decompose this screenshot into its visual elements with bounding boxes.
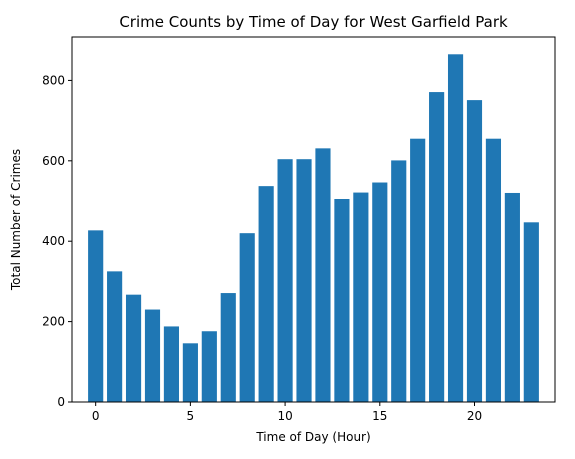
bar-hour-10 — [277, 159, 293, 402]
x-ticks-group: 0 5 10 15 20 — [92, 402, 482, 423]
bar-hour-9 — [258, 186, 274, 402]
bar-hour-22 — [504, 192, 520, 402]
bar-hour-0 — [88, 230, 104, 402]
bar-hour-4 — [163, 326, 180, 402]
y-tick-label: 400 — [42, 234, 65, 248]
y-tick-label: 600 — [42, 154, 65, 168]
y-tick-label: 0 — [57, 395, 65, 409]
y-ticks-group: 0 200 400 600 800 — [42, 73, 72, 409]
bar-hour-3 — [144, 309, 161, 402]
chart-title: Crime Counts by Time of Day for West Gar… — [119, 13, 508, 31]
bar-hour-23 — [523, 222, 539, 402]
bars-group — [88, 54, 539, 403]
bar-hour-13 — [334, 199, 350, 402]
bar-hour-16 — [391, 160, 407, 402]
bar-hour-19 — [447, 54, 464, 402]
bar-hour-1 — [107, 271, 123, 402]
bar-hour-7 — [220, 293, 236, 402]
bar-hour-5 — [182, 343, 198, 402]
y-axis-label: Total Number of Crimes — [9, 149, 23, 291]
bar-hour-11 — [296, 159, 312, 402]
bar-hour-8 — [239, 233, 255, 402]
bar-hour-14 — [353, 192, 369, 402]
bar-hour-12 — [315, 148, 331, 402]
x-tick-label: 5 — [187, 409, 195, 423]
bar-hour-20 — [466, 100, 483, 403]
y-tick-label: 200 — [42, 315, 65, 329]
bar-hour-17 — [410, 138, 426, 402]
bar-hour-21 — [485, 138, 502, 402]
axes-frame — [71, 36, 556, 403]
x-tick-label: 15 — [372, 409, 387, 423]
x-tick-label: 10 — [277, 409, 292, 423]
x-tick-label: 0 — [92, 409, 100, 423]
y-tick-label: 800 — [42, 73, 65, 87]
x-tick-label: 20 — [467, 409, 482, 423]
bar-hour-18 — [429, 92, 445, 402]
bar-hour-6 — [201, 331, 217, 402]
bar-hour-2 — [125, 294, 142, 402]
x-axis-label: Time of Day (Hour) — [255, 430, 370, 444]
bar-hour-15 — [372, 182, 388, 402]
